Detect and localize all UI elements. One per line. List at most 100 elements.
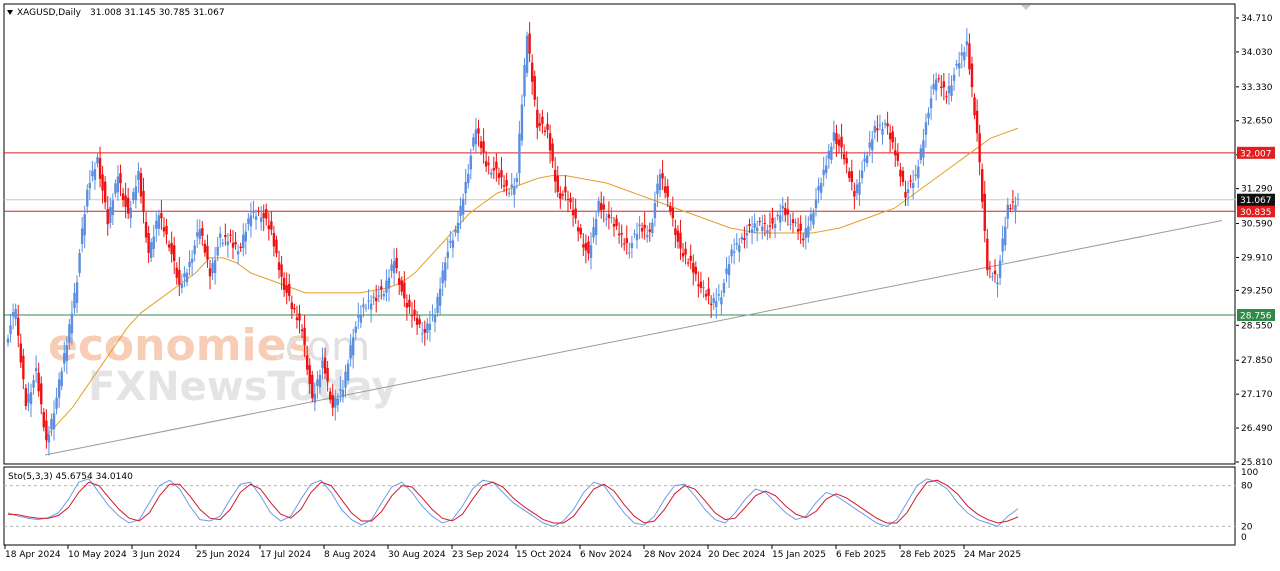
stoch-tick-label: 100 — [1241, 468, 1258, 478]
candle-body — [579, 228, 582, 235]
candle-body — [183, 273, 186, 278]
candle-body — [403, 282, 406, 299]
symbol-label: XAGUSD,Daily — [17, 8, 82, 18]
candle-body — [344, 371, 347, 388]
candle-body — [328, 391, 332, 400]
candle-body — [543, 130, 547, 132]
price-tag-label: 30.835 — [1240, 208, 1272, 218]
candle-body — [988, 267, 992, 269]
candle-body — [114, 183, 117, 194]
candle-body — [456, 222, 460, 234]
candle-body — [121, 193, 125, 201]
candle-body — [173, 245, 176, 261]
candle-body — [648, 229, 651, 232]
candle-body — [441, 270, 444, 284]
candle-body — [771, 217, 774, 224]
price-tag-28.756 — [1237, 309, 1275, 322]
candle-body — [37, 372, 40, 392]
candle-body — [252, 210, 255, 214]
candle-body — [231, 242, 235, 248]
candle-body — [922, 140, 925, 158]
candle-body — [236, 251, 240, 255]
candle-body — [270, 221, 273, 230]
candle-body — [610, 217, 613, 219]
candle-body — [377, 295, 380, 297]
candle-body — [934, 79, 938, 91]
candle-body — [871, 139, 874, 151]
candle-body — [896, 153, 900, 161]
candle-body — [571, 210, 575, 216]
candle-body — [607, 214, 611, 219]
candle-body — [216, 246, 219, 256]
x-tick-label: 30 Aug 2024 — [388, 550, 446, 560]
candle-body — [65, 345, 69, 361]
candle-body — [436, 296, 439, 313]
candle-body — [354, 326, 357, 333]
candle-body — [305, 355, 309, 370]
y-tick-label: 32.650 — [1241, 117, 1273, 127]
candle-body — [732, 251, 736, 253]
candle-body — [444, 262, 447, 281]
candle-body — [840, 136, 843, 148]
candle-body — [160, 213, 163, 219]
candle-body — [155, 220, 158, 229]
candle-body — [474, 129, 478, 145]
candle-body — [794, 222, 797, 224]
candle-body — [293, 307, 296, 310]
candle-body — [881, 128, 884, 135]
trendline[interactable] — [44, 220, 1223, 456]
candle-body — [208, 268, 212, 277]
candle-body — [124, 195, 127, 207]
candle-body — [886, 123, 889, 127]
candle-body — [523, 64, 526, 97]
candle-body — [924, 122, 928, 135]
candle-body — [625, 238, 628, 244]
candle-body — [786, 209, 790, 215]
price-tag-30.835 — [1237, 205, 1275, 218]
candle-body — [239, 246, 242, 248]
candle-body — [93, 169, 97, 180]
candle-body — [405, 302, 409, 308]
candle-body — [362, 304, 365, 308]
candle-body — [812, 212, 815, 225]
chart-shift-marker-icon[interactable] — [1021, 5, 1031, 10]
candle-body — [888, 132, 892, 140]
candle-body — [180, 283, 184, 288]
candle-body — [262, 213, 265, 219]
candle-body — [213, 259, 217, 274]
candle-body — [438, 288, 442, 306]
candles-layer — [6, 21, 1020, 456]
candle-body — [789, 223, 792, 225]
candle-body — [259, 217, 263, 223]
candle-body — [392, 261, 396, 274]
price-tags: 32.007 30.835 28.756 31.067 — [1237, 146, 1275, 322]
candle-body — [589, 245, 593, 258]
candle-body — [515, 178, 519, 182]
candle-body — [29, 392, 33, 405]
candle-body — [469, 155, 473, 170]
candle-body — [326, 367, 329, 382]
candle-body — [919, 148, 923, 160]
candle-body — [612, 224, 616, 227]
candle-body — [620, 233, 623, 235]
candle-body — [717, 294, 721, 296]
candle-body — [257, 210, 260, 212]
candle-body — [661, 173, 664, 179]
candle-body — [638, 224, 641, 227]
candle-body — [147, 233, 150, 253]
stoch-main-line — [7, 478, 1019, 527]
candle-body — [57, 379, 61, 398]
candle-body — [398, 278, 401, 285]
candle-body — [137, 170, 140, 180]
candle-body — [311, 374, 314, 399]
symbol-dropdown-icon[interactable] — [7, 10, 13, 15]
candle-body — [845, 158, 848, 164]
candle-body — [633, 233, 636, 235]
candle-body — [727, 264, 731, 276]
candle-body — [492, 168, 496, 171]
candle-body — [735, 243, 738, 245]
candle-body — [224, 234, 227, 238]
candle-body — [495, 161, 498, 169]
